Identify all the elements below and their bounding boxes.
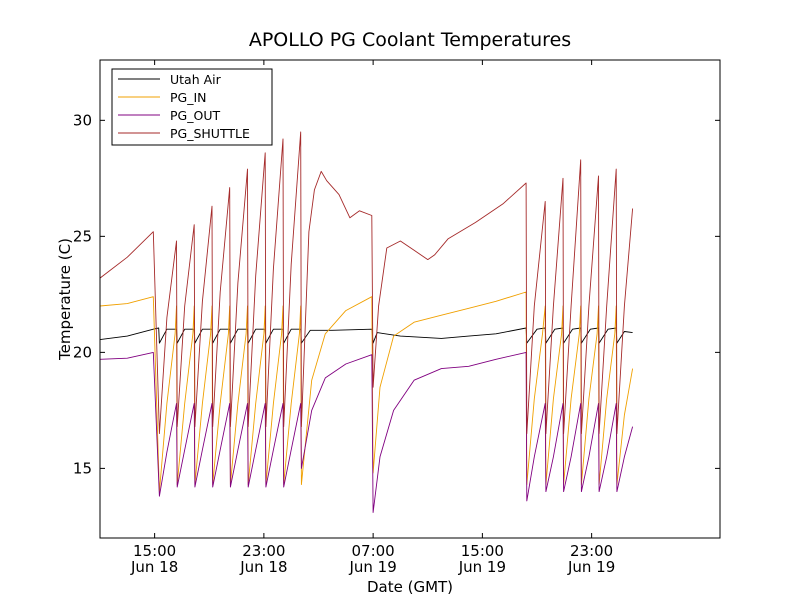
x-axis-label: Date (GMT) [367, 578, 453, 596]
x-tick-label-time: 23:00 [570, 542, 613, 560]
x-tick-label-date: Jun 19 [348, 558, 396, 576]
legend-label: PG_OUT [170, 108, 220, 123]
x-tick-label-time: 15:00 [133, 542, 176, 560]
x-tick-label-time: 23:00 [242, 542, 285, 560]
x-tick-label-date: Jun 19 [567, 558, 615, 576]
y-tick-label: 20 [73, 343, 92, 361]
x-tick-label-date: Jun 18 [239, 558, 287, 576]
chart-title: APOLLO PG Coolant Temperatures [249, 29, 571, 51]
x-tick-label-time: 15:00 [461, 542, 504, 560]
y-tick-label: 15 [73, 459, 92, 477]
plot-frame [99, 59, 721, 539]
legend-box [111, 68, 273, 146]
legend-label: Utah Air [170, 72, 222, 87]
y-tick-label: 25 [73, 227, 92, 245]
y-tick-label: 30 [73, 111, 92, 129]
legend: Utah Air PG_IN PG_OUT PG_SHUTTLE [111, 68, 273, 146]
legend-label: PG_IN [170, 90, 207, 105]
legend-label: PG_SHUTTLE [170, 126, 250, 141]
x-tick-label-time: 07:00 [352, 542, 395, 560]
x-tick-label-date: Jun 19 [458, 558, 506, 576]
series-line-pg-out [100, 351, 634, 513]
y-axis-label: Temperature (C) [56, 238, 74, 361]
series-layer [100, 131, 634, 513]
series-line-pg-in [100, 291, 634, 493]
series-line-pg-shuttle [100, 131, 634, 435]
x-tick-label-date: Jun 18 [130, 558, 178, 576]
